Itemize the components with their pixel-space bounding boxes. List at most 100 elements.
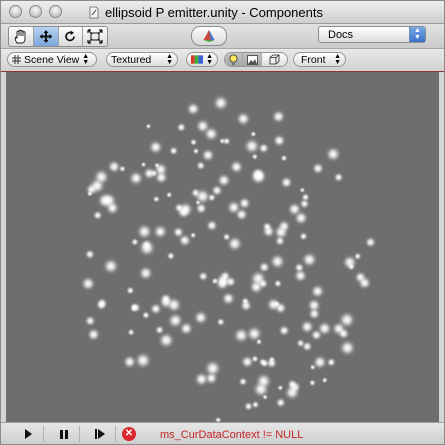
particle [312,354,328,370]
chevron-updown-icon: ▲ ▼ [206,52,213,66]
particle [149,302,163,316]
layers-button[interactable] [191,26,227,46]
particle [216,173,232,188]
particle [154,325,165,335]
particle [272,300,281,308]
zoom-button[interactable] [49,5,62,18]
unity-document-icon [89,6,99,18]
particle [92,210,103,221]
light-bulb-icon [229,54,238,65]
error-icon[interactable]: ✕ [122,427,136,441]
draw-mode-label: Textured [111,53,152,66]
particle [201,148,215,163]
particle [240,355,255,369]
particle [251,167,265,181]
particle [288,380,302,394]
particle [321,376,329,384]
particle [364,236,377,249]
particle [326,357,337,368]
particle [107,159,122,174]
particle [275,397,287,409]
particle [141,239,153,251]
rotate-tool-button[interactable] [59,27,84,46]
particle [277,219,291,233]
particle [84,249,96,260]
particle [354,270,367,284]
particle [337,327,350,340]
particle [134,351,152,370]
particle [243,401,254,412]
particle [193,310,209,326]
particle [234,207,249,222]
layers-icon [203,30,215,42]
pause-button[interactable] [49,426,80,442]
particle [277,384,284,391]
particle [80,275,96,292]
minimize-button[interactable] [29,5,42,18]
particle [152,195,160,203]
scene-viewport[interactable] [6,72,439,422]
camera-view-label: Front [301,53,326,66]
scene-toolbar: Scene View ▲ ▼ Textured ▲ ▼ ▲ ▼ [1,49,444,72]
color-channel-dropdown[interactable]: ▲ ▼ [186,52,218,67]
particle [152,224,168,240]
particle [173,202,185,214]
step-button[interactable] [85,426,116,442]
particle [245,325,263,343]
scale-icon [87,29,103,44]
transform-tools [8,26,108,47]
gizmo-toggle[interactable] [262,53,287,66]
particle [195,199,201,206]
particle [176,122,187,133]
docs-dropdown[interactable]: Docs ▲ ▼ [318,26,426,43]
particle [192,147,200,155]
particle [96,192,114,209]
play-button[interactable] [13,426,44,442]
scene-view-dropdown[interactable]: Scene View ▲ ▼ [7,52,97,67]
image-effects-toggle[interactable] [243,53,262,66]
window-title: ellipsoid P emitter.unity - Components [105,4,323,20]
particle [299,187,306,194]
particle [278,324,291,337]
status-bar: ✕ ms_CurDataContext != NULL [1,422,444,444]
particle [212,94,230,112]
close-button[interactable] [9,5,22,18]
particle [128,170,144,186]
particle [301,192,310,202]
particle [127,328,135,337]
particle [265,357,278,369]
hand-tool-button[interactable] [9,27,34,46]
particle [84,315,96,327]
scene-view-label: Scene View [24,53,80,66]
particle [218,137,226,145]
particle [145,123,152,130]
particle [299,319,315,335]
move-tool-button[interactable] [33,27,59,46]
particle [299,231,308,241]
draw-mode-dropdown[interactable]: Textured ▲ ▼ [106,52,178,67]
camera-view-dropdown[interactable]: Front ▲ ▼ [293,52,346,67]
particle [325,146,342,163]
rotate-icon [65,30,76,42]
particle [96,299,107,311]
particle [203,359,222,378]
viewport-left-border [1,72,6,422]
pause-icon [60,429,68,439]
particle [136,223,153,240]
particle [130,237,140,247]
particle [308,379,317,387]
particle [311,162,325,175]
image-icon [246,54,258,65]
scene-toggles [224,52,288,67]
particle [280,154,288,162]
console-error-message[interactable]: ms_CurDataContext != NULL [160,429,304,441]
chevron-updown-icon: ▲ ▼ [82,52,90,66]
lighting-toggle[interactable] [225,53,244,66]
particle [165,191,173,199]
particle [195,160,206,171]
rgb-channels-icon [191,55,204,64]
scale-tool-button[interactable] [83,27,107,46]
window-title-group: ellipsoid P emitter.unity - Components [89,4,323,20]
particle [258,142,270,154]
particle [153,162,161,169]
